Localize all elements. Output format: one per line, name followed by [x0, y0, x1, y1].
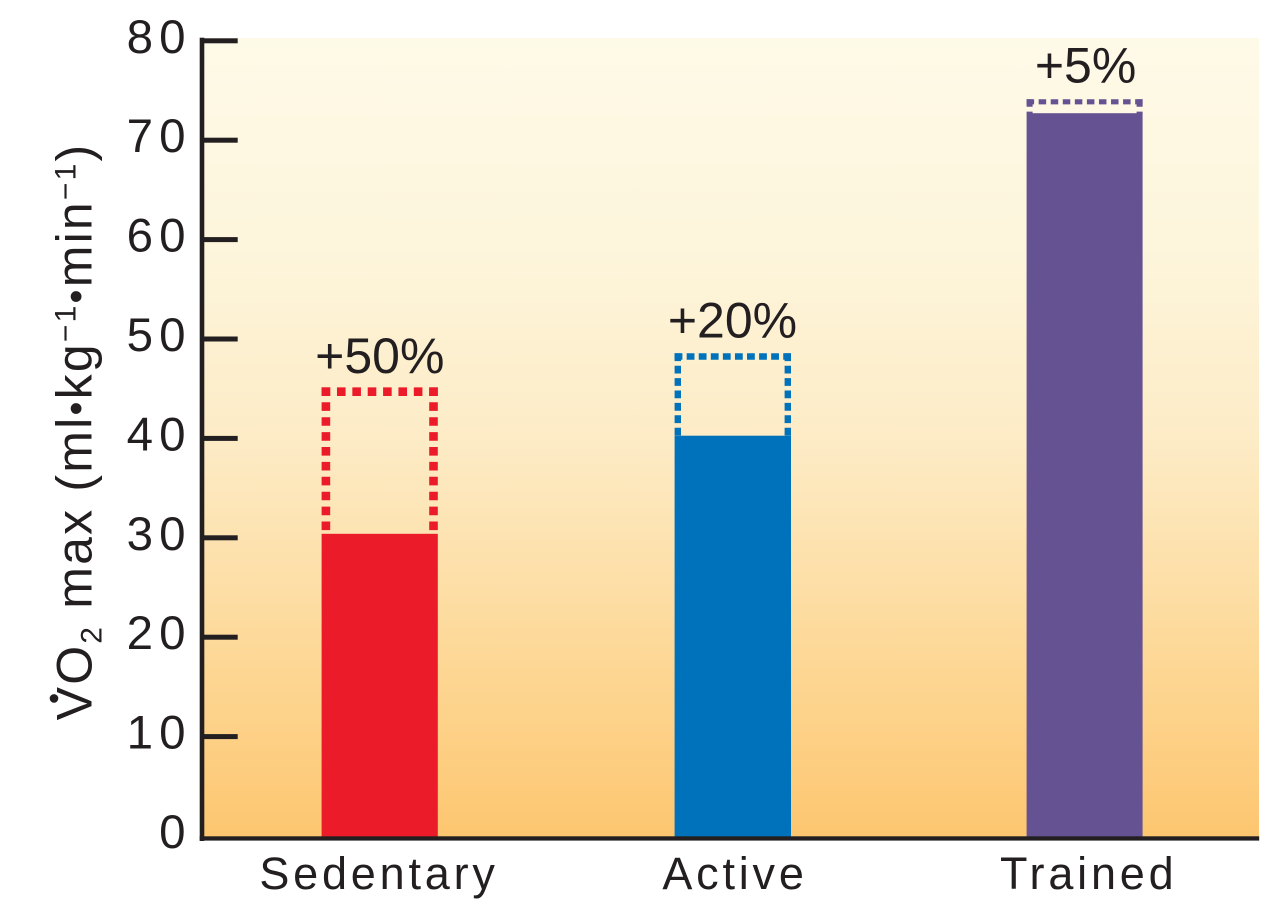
svg-text:0: 0	[159, 806, 191, 859]
svg-text:+5%: +5%	[1035, 38, 1136, 94]
svg-text:40: 40	[127, 408, 192, 461]
svg-text:+20%: +20%	[668, 293, 797, 349]
svg-text:50: 50	[127, 309, 192, 362]
svg-text:20: 20	[127, 607, 192, 660]
svg-text:30: 30	[127, 508, 192, 561]
svg-text:Trained: Trained	[1000, 848, 1178, 899]
svg-text:Sedentary: Sedentary	[259, 848, 498, 899]
svg-text:10: 10	[127, 707, 192, 760]
svg-text:80: 80	[127, 11, 192, 64]
svg-text:70: 70	[127, 110, 192, 163]
svg-text:+50%: +50%	[315, 328, 444, 384]
svg-text:Active: Active	[662, 848, 807, 899]
svg-text:VO2 max (ml•kg−1•min−1): VO2 max (ml•kg−1•min−1)	[47, 143, 109, 721]
svg-text:60: 60	[127, 210, 192, 263]
